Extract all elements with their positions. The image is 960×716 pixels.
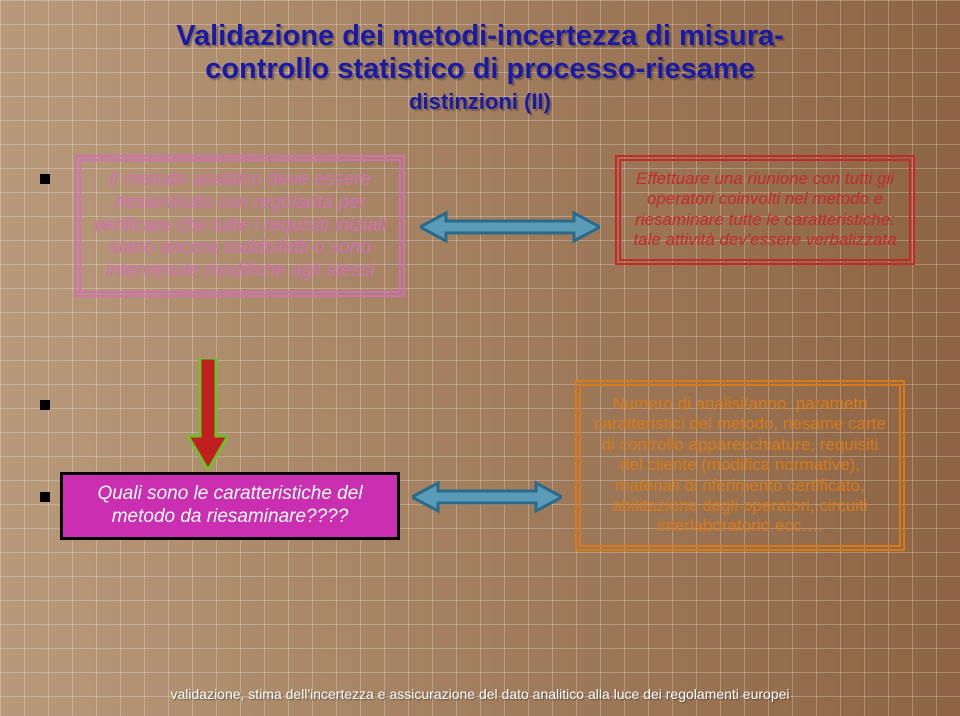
- slide-title: Validazione dei metodi-incertezza di mis…: [0, 20, 960, 114]
- footer-text: validazione, stima dell'incertezza e ass…: [0, 686, 960, 702]
- bullet-marker: [40, 400, 50, 410]
- box-question: Quali sono le caratteristiche del metodo…: [60, 472, 400, 540]
- box-meeting: Effettuare una riunione con tutti gli op…: [615, 155, 915, 265]
- title-line-1: Validazione dei metodi-incertezza di mis…: [176, 20, 784, 52]
- bullet-marker: [40, 492, 50, 502]
- box-characteristics-text: Numero di analisi/anno, parametri caratt…: [591, 394, 889, 537]
- box-meeting-text: Effettuare una riunione con tutti gli op…: [631, 169, 899, 251]
- box-method-review-text: Il metodo analitico deve essere riesamin…: [91, 169, 389, 283]
- arrow-bidirectional-top-icon: [420, 210, 600, 244]
- slide-content: Validazione dei metodi-incertezza di mis…: [0, 0, 960, 716]
- arrow-down-icon: [188, 358, 228, 470]
- arrow-bidirectional-bottom-icon: [412, 480, 562, 514]
- title-line-2: controllo statistico di processo-riesame: [205, 53, 755, 85]
- box-method-review: Il metodo analitico deve essere riesamin…: [75, 155, 405, 297]
- bullet-marker: [40, 174, 50, 184]
- box-characteristics: Numero di analisi/anno, parametri caratt…: [575, 380, 905, 551]
- title-subtitle: distinzioni (II): [0, 89, 960, 114]
- box-question-text: Quali sono le caratteristiche del metodo…: [73, 483, 387, 529]
